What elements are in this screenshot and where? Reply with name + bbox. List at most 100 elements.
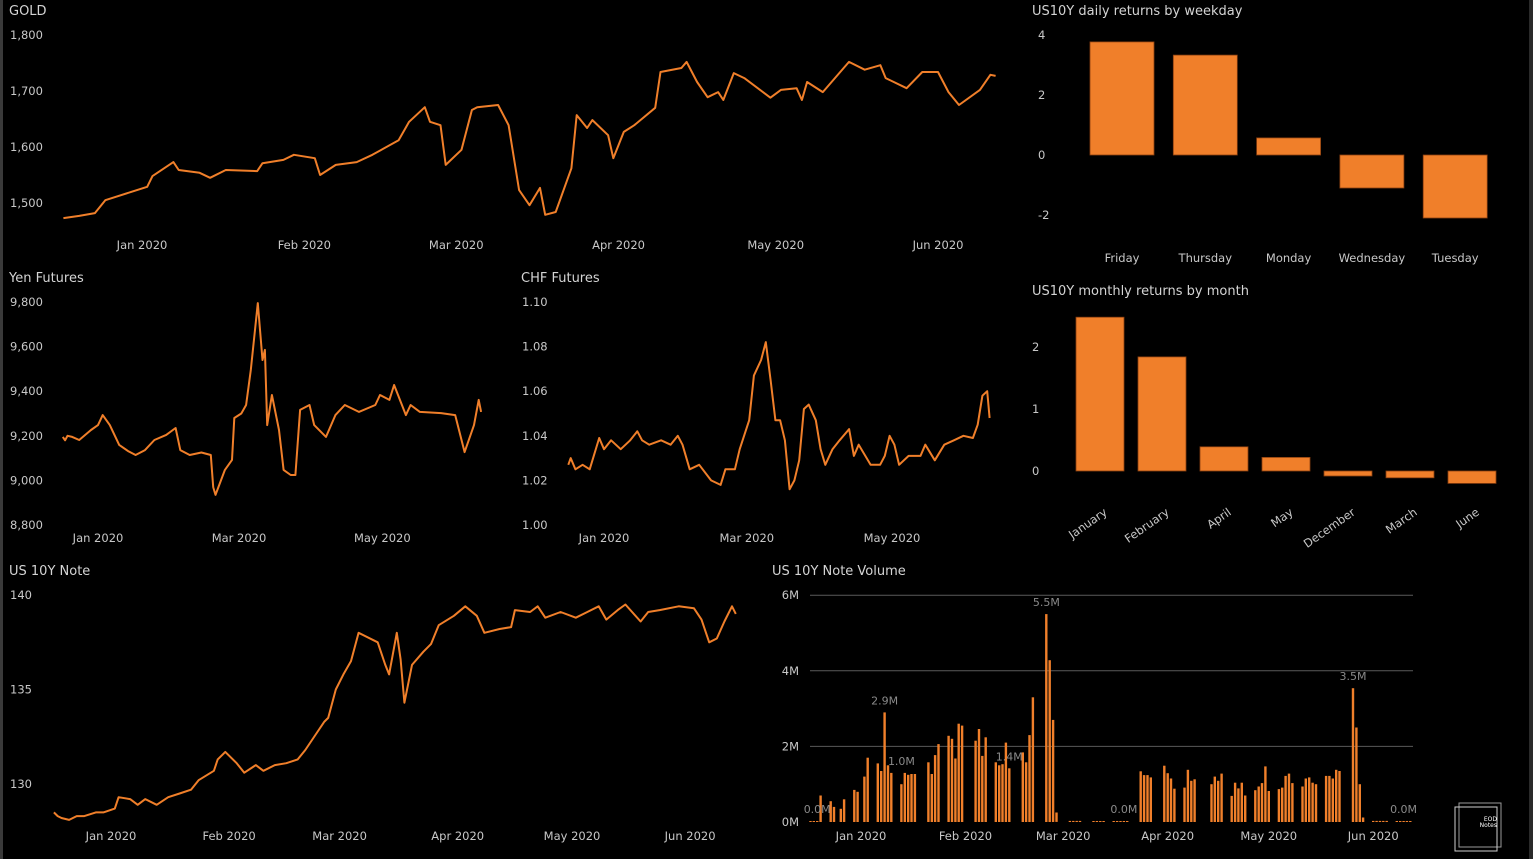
bar-february[interactable]	[1137, 356, 1187, 472]
volume-bar[interactable]	[960, 725, 964, 822]
volume-bar[interactable]	[913, 774, 917, 822]
bar-may[interactable]	[1261, 456, 1311, 472]
volume-bar[interactable]	[853, 789, 856, 822]
volume-bar[interactable]	[933, 755, 937, 822]
bar-april[interactable]	[1199, 446, 1249, 472]
bar-thursday[interactable]	[1172, 54, 1238, 156]
volume-bar[interactable]	[1173, 788, 1176, 822]
volume-bar[interactable]	[1244, 795, 1247, 823]
volume-bar[interactable]	[1257, 786, 1260, 823]
window-right-scrollbar[interactable]	[1529, 0, 1533, 859]
volume-bar[interactable]	[974, 740, 977, 822]
volume-bar[interactable]	[1048, 660, 1051, 822]
volume-bar[interactable]	[1149, 777, 1152, 822]
volume-bar[interactable]	[954, 758, 957, 823]
volume-bar[interactable]	[816, 821, 819, 822]
volume-bar[interactable]	[890, 772, 893, 822]
volume-bar[interactable]	[1122, 821, 1126, 822]
volume-bar[interactable]	[1163, 765, 1166, 822]
volume-bar[interactable]	[930, 774, 933, 822]
volume-bar[interactable]	[937, 744, 940, 822]
volume-bar[interactable]	[1402, 821, 1405, 822]
volume-bar[interactable]	[1230, 795, 1233, 822]
bar-friday[interactable]	[1089, 41, 1155, 156]
volume-bar[interactable]	[1068, 820, 1072, 822]
volume-bar[interactable]	[1045, 614, 1048, 822]
volume-bar[interactable]	[1375, 820, 1378, 822]
volume-bar[interactable]	[1072, 820, 1075, 822]
volume-bar[interactable]	[839, 808, 842, 822]
volume-bar[interactable]	[1126, 821, 1129, 822]
volume-bar[interactable]	[1001, 764, 1004, 822]
volume-bar[interactable]	[1311, 782, 1314, 822]
volume-bar[interactable]	[1075, 820, 1078, 822]
volume-bar[interactable]	[1264, 766, 1267, 822]
volume-bar[interactable]	[1328, 775, 1331, 822]
volume-bar[interactable]	[1267, 791, 1270, 822]
volume-bar[interactable]	[981, 755, 984, 822]
volume-bar[interactable]	[1331, 778, 1334, 823]
volume-bar[interactable]	[1254, 790, 1257, 822]
bar-tuesday[interactable]	[1422, 154, 1488, 219]
volume-bar[interactable]	[1210, 784, 1213, 822]
volume-bar[interactable]	[950, 738, 954, 822]
volume-bar[interactable]	[1405, 821, 1409, 822]
volume-bar[interactable]	[856, 791, 859, 822]
volume-bar[interactable]	[1308, 777, 1311, 822]
volume-bar[interactable]	[812, 821, 815, 822]
volume-bar[interactable]	[1055, 812, 1058, 822]
volume-bar[interactable]	[1099, 821, 1102, 822]
bar-wednesday[interactable]	[1339, 154, 1405, 189]
volume-bar[interactable]	[819, 795, 822, 823]
volume-bar[interactable]	[1260, 783, 1264, 822]
volume-bar[interactable]	[907, 774, 910, 823]
bar-march[interactable]	[1385, 470, 1435, 479]
volume-bar[interactable]	[910, 774, 913, 822]
volume-bar[interactable]	[1335, 769, 1338, 822]
volume-bar[interactable]	[1021, 752, 1024, 822]
volume-bar[interactable]	[900, 784, 903, 822]
volume-bar[interactable]	[829, 801, 832, 822]
volume-bar[interactable]	[927, 762, 930, 822]
volume-bar[interactable]	[866, 757, 869, 822]
volume-bar[interactable]	[886, 765, 890, 822]
volume-bar[interactable]	[1217, 780, 1220, 822]
volume-bar[interactable]	[998, 765, 1001, 822]
volume-bar[interactable]	[1361, 817, 1365, 823]
volume-bar[interactable]	[1095, 821, 1099, 822]
volume-bar[interactable]	[1409, 821, 1412, 822]
volume-bar[interactable]	[1169, 778, 1173, 823]
volume-bar[interactable]	[1385, 820, 1388, 822]
bar-january[interactable]	[1075, 316, 1125, 472]
volume-bar[interactable]	[880, 771, 883, 822]
volume-bar[interactable]	[1193, 779, 1196, 822]
volume-bar[interactable]	[1284, 775, 1287, 822]
volume-bar[interactable]	[1382, 820, 1385, 822]
volume-bar[interactable]	[947, 735, 950, 822]
volume-bar[interactable]	[1240, 782, 1243, 822]
volume-bar[interactable]	[863, 776, 866, 822]
bar-december[interactable]	[1323, 470, 1373, 477]
volume-bar[interactable]	[1378, 820, 1382, 822]
volume-bar[interactable]	[1220, 773, 1223, 822]
volume-bar[interactable]	[1004, 742, 1008, 822]
volume-bar[interactable]	[1102, 821, 1105, 822]
volume-bar[interactable]	[1078, 820, 1082, 822]
volume-bar[interactable]	[1314, 784, 1318, 822]
volume-bar[interactable]	[1139, 771, 1142, 822]
volume-bar[interactable]	[883, 712, 886, 822]
volume-bar[interactable]	[1324, 775, 1328, 822]
volume-bar[interactable]	[1166, 773, 1169, 822]
bar-monday[interactable]	[1256, 137, 1321, 156]
volume-bar[interactable]	[1115, 821, 1119, 822]
volume-bar[interactable]	[903, 772, 906, 822]
volume-bar[interactable]	[1024, 762, 1028, 822]
volume-bar[interactable]	[1142, 775, 1146, 822]
volume-bar[interactable]	[842, 799, 846, 822]
volume-bar[interactable]	[1146, 775, 1149, 822]
volume-bar[interactable]	[1338, 771, 1341, 822]
volume-bar[interactable]	[1031, 697, 1035, 822]
volume-bar[interactable]	[984, 737, 987, 822]
volume-bar[interactable]	[1112, 821, 1115, 822]
volume-bar[interactable]	[876, 763, 879, 822]
